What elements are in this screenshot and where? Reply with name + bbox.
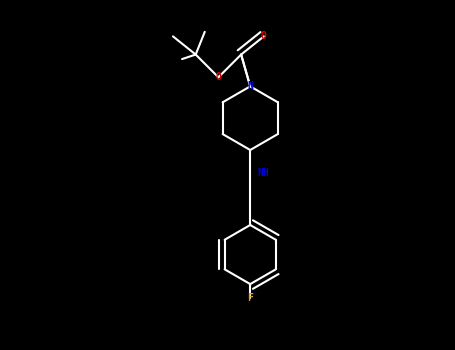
Text: NH: NH bbox=[257, 168, 269, 178]
Text: O: O bbox=[216, 72, 221, 82]
Text: N: N bbox=[247, 81, 253, 91]
Text: O: O bbox=[261, 32, 267, 41]
Text: F: F bbox=[247, 293, 253, 303]
